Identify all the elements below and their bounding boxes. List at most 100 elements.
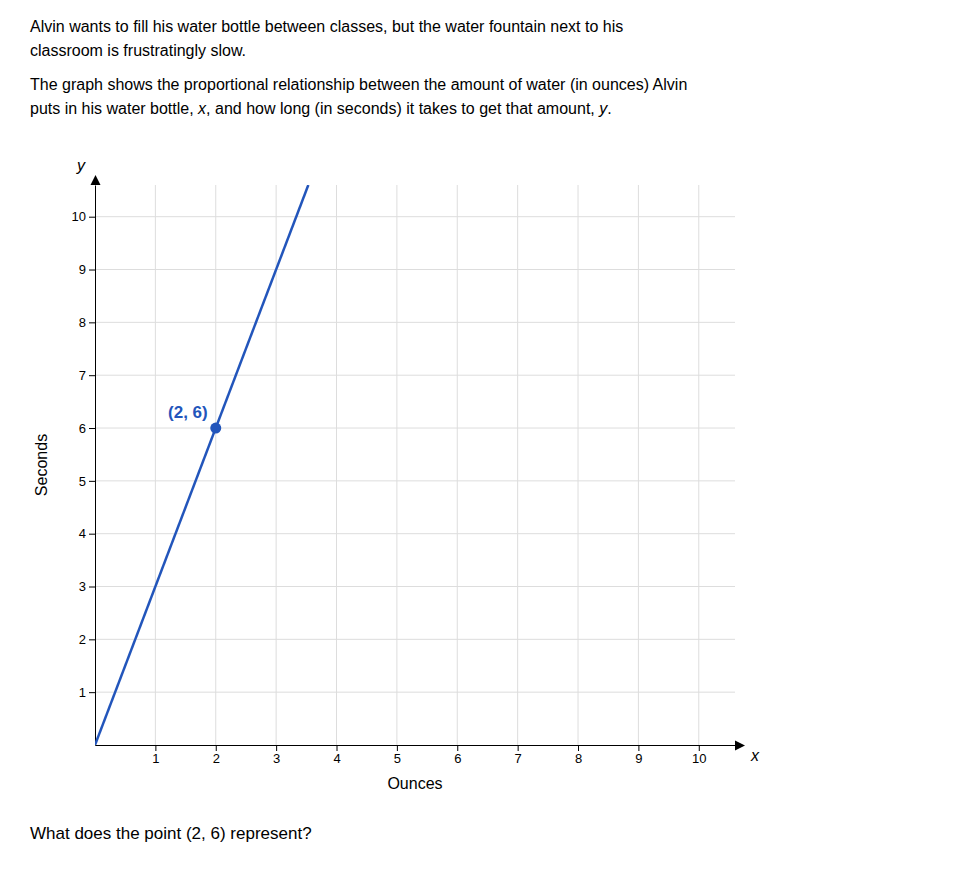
grid-line-y — [95, 533, 735, 534]
x-tick: 10 — [692, 745, 706, 766]
y-tick-label: 8 — [79, 315, 86, 330]
grid-line-x — [336, 185, 337, 745]
x-tick-label: 1 — [152, 751, 159, 766]
x-tick-label: 4 — [333, 751, 340, 766]
grid-line-x — [396, 185, 397, 745]
x-tick-label: 6 — [454, 751, 461, 766]
grid-line-y — [95, 586, 735, 587]
title: Alvin wants to fill his water bottle bet… — [30, 18, 623, 35]
data-labels: (2, 6) — [168, 403, 208, 422]
y-tick-label: 10 — [72, 209, 86, 224]
grid-line-y — [95, 428, 735, 429]
y-tick: 6 — [79, 421, 95, 436]
x-tick: 4 — [333, 745, 340, 766]
x-tick-mark — [518, 745, 519, 751]
y-tick-mark — [89, 587, 95, 588]
title: classroom is frustratingly slow. — [30, 42, 246, 59]
x-tick: 7 — [515, 745, 522, 766]
grid-line-x — [638, 185, 639, 745]
y-tick-mark — [89, 217, 95, 218]
y-tick: 10 — [72, 209, 95, 224]
x-tick-mark — [216, 745, 217, 751]
y-axis-label: Seconds — [33, 434, 50, 496]
x-tick-label: 5 — [394, 751, 401, 766]
grid-line-x — [457, 185, 458, 745]
y-tick-label: 1 — [79, 685, 86, 700]
grid-line-y — [95, 322, 735, 323]
subtitle-part: , and how long (in seconds) it takes to … — [206, 100, 599, 117]
y-tick-mark — [89, 428, 95, 429]
x-tick-mark — [578, 745, 579, 751]
y-tick-mark — [89, 692, 95, 693]
y-tick-mark — [89, 270, 95, 271]
y-tick: 5 — [79, 474, 95, 489]
subtitle-part: . — [607, 100, 611, 117]
grid-line-y — [95, 639, 735, 640]
grid-line-y — [95, 692, 735, 693]
y-tick: 2 — [79, 632, 95, 647]
line — [95, 185, 308, 745]
y-axis-symbol: y — [76, 157, 86, 174]
y-tick: 7 — [79, 368, 95, 383]
x-tick-mark — [638, 745, 639, 751]
grid-line-x — [698, 185, 699, 745]
grid-line-x — [578, 185, 579, 745]
x-tick-label: 2 — [213, 751, 220, 766]
chart: Alvin wants to fill his water bottle bet… — [0, 0, 975, 869]
y-tick-label: 9 — [79, 262, 86, 277]
y-tick-mark — [89, 322, 95, 323]
x-tick: 8 — [575, 745, 582, 766]
subtitle: puts in his water bottle, x, and how lon… — [30, 100, 612, 117]
x-tick: 5 — [394, 745, 401, 766]
x-tick-mark — [276, 745, 277, 751]
grid-line-y — [95, 269, 735, 270]
x-tick-mark — [155, 745, 156, 751]
x-tick: 6 — [454, 745, 461, 766]
y-axis-line — [95, 186, 96, 746]
x-axis-symbol: x — [750, 747, 760, 764]
grid — [95, 185, 735, 745]
y-axis-arrow — [91, 175, 101, 185]
y-tick: 8 — [79, 315, 95, 330]
x-tick: 1 — [152, 745, 159, 766]
x-tick: 2 — [213, 745, 220, 766]
grid-line-x — [155, 185, 156, 745]
point — [210, 423, 221, 434]
grid-line-y — [95, 216, 735, 217]
x-tick-mark — [337, 745, 338, 751]
x-tick-mark — [397, 745, 398, 751]
x-tick-label: 7 — [515, 751, 522, 766]
x-tick: 3 — [273, 745, 280, 766]
x-axis-line — [96, 745, 736, 746]
x-tick-label: 3 — [273, 751, 280, 766]
x-tick: 9 — [635, 745, 642, 766]
y-tick: 3 — [79, 579, 95, 594]
data-label: (2, 6) — [168, 403, 208, 422]
x-tick-label: 8 — [575, 751, 582, 766]
grid-line-x — [517, 185, 518, 745]
subtitle-part: The graph shows the proportional relatio… — [30, 76, 687, 93]
marks — [95, 185, 308, 745]
y-tick: 1 — [79, 685, 95, 700]
grid-line-x — [215, 185, 216, 745]
y-tick-label: 4 — [79, 526, 86, 541]
y-axis: 1 2 3 4 5 6 7 8 9 10 — [72, 186, 96, 746]
subtitle: The graph shows the proportional relatio… — [30, 76, 687, 93]
y-tick-label: 3 — [79, 579, 86, 594]
subtitle-part: puts in his water bottle, — [30, 100, 198, 117]
x-axis-arrow — [735, 741, 745, 751]
y-tick-mark — [89, 534, 95, 535]
x-tick-label: 9 — [635, 751, 642, 766]
grid-line-y — [95, 480, 735, 481]
y-tick: 9 — [79, 262, 95, 277]
caption: What does the point (2, 6) represent? — [30, 824, 312, 843]
x-axis: 1 2 3 4 5 6 7 8 9 10 — [96, 745, 736, 766]
grid-line-y — [95, 375, 735, 376]
x-tick-mark — [457, 745, 458, 751]
x-tick-mark — [699, 745, 700, 751]
x-tick-label: 10 — [692, 751, 706, 766]
y-tick: 4 — [79, 526, 95, 541]
y-tick-label: 2 — [79, 632, 86, 647]
y-tick-label: 5 — [79, 474, 86, 489]
y-tick-label: 7 — [79, 368, 86, 383]
